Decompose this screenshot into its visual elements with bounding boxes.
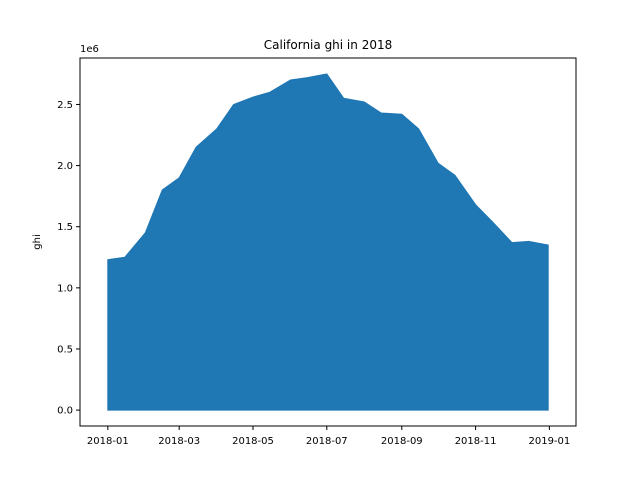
y-tick-label: 0.0: [57, 406, 73, 417]
x-tick-label: 2018-05: [232, 436, 274, 447]
x-tick-label: 2019-01: [528, 436, 570, 447]
chart-title: California ghi in 2018: [264, 38, 392, 52]
y-tick-label: 2.0: [57, 161, 73, 172]
y-tick-label: 1.5: [57, 222, 73, 233]
x-tick-label: 2018-07: [306, 436, 348, 447]
x-tick-label: 2018-09: [381, 436, 423, 447]
plot-marks: [107, 73, 549, 411]
x-tick-label: 2018-01: [87, 436, 129, 447]
plot-frame: [79, 57, 577, 427]
y-tick-label: 2.5: [57, 100, 73, 111]
x-tick-label: 2018-11: [455, 436, 497, 447]
y-tick-label: 0.5: [57, 344, 73, 355]
y-tick-label: 1.0: [57, 283, 73, 294]
x-axis: 2018-01 2018-03 2018-05 2018-07 2018-09 2018-…: [87, 426, 570, 447]
x-tick-label: 2018-03: [158, 436, 200, 447]
y-axis-label: ghi: [32, 234, 43, 249]
y-axis: 0.0 0.5 1.0 1.5 2.0 2.5: [57, 100, 80, 417]
y-offset-label: 1e6: [80, 44, 99, 55]
series-area: [107, 73, 549, 411]
